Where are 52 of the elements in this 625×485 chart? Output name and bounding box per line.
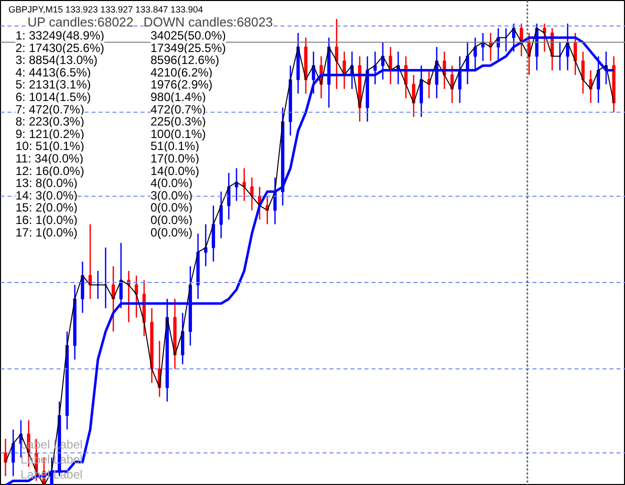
annotation: 8596(12.6%) (150, 53, 220, 68)
annotation: 472(0.7%) (150, 102, 206, 116)
annotation: 15: 2(0.0%) (16, 200, 78, 215)
candlestick (458, 56, 462, 104)
candlestick (227, 172, 230, 220)
annotation: 7: 472(0.7%) (16, 102, 84, 116)
candlestick (373, 50, 377, 85)
annotation: 51(0.1%) (150, 139, 200, 154)
candlestick (574, 32, 577, 76)
candlestick (112, 266, 115, 332)
annotation: UP candles:68022 (28, 14, 134, 30)
annotation: 10: 51(0.1%) (16, 139, 84, 154)
candlestick (204, 224, 208, 267)
annotation: 16: 1(0.0%) (16, 213, 78, 227)
annotation: 4210(6.2%) (150, 65, 213, 80)
candlestick (450, 64, 454, 104)
annotation: 3(0.0%) (150, 188, 193, 202)
annotation: 34025(50.0%) (150, 28, 226, 42)
candlestick (242, 168, 246, 202)
candlestick (12, 428, 15, 477)
annotation: 17: 1(0.0%) (16, 225, 78, 240)
annotation: 8: 223(0.3%) (16, 114, 84, 129)
annotation: 0(0.0%) (150, 225, 193, 240)
candlestick (412, 74, 416, 118)
annotation: 5: 2131(3.1%) (16, 78, 91, 92)
annotation: 12: 16(0.0%) (16, 164, 84, 178)
candlestick (180, 312, 184, 365)
annotation: 0(0.0%) (150, 213, 193, 227)
candlestick (420, 64, 423, 118)
candlestick (334, 18, 338, 90)
annotation: 1976(2.9%) (150, 78, 213, 92)
annotation: 17(0.0%) (150, 152, 200, 166)
annotation: 980(1.4%) (150, 90, 206, 104)
annotation: DOWN candles:68023 (144, 14, 273, 30)
annotation: 4: 4413(6.5%) (16, 65, 91, 80)
annotation: 4(0.0%) (150, 176, 193, 190)
annotation: 14: 3(0.0%) (16, 188, 78, 202)
annotation: 13: 8(0.0%) (16, 176, 78, 190)
annotation: 17349(25.5%) (150, 40, 226, 55)
annotation: 225(0.3%) (150, 114, 206, 129)
annotation: 3: 8854(13.0%) (16, 53, 98, 68)
candlestick (219, 190, 223, 239)
annotation: 9: 121(0.2%) (16, 126, 84, 141)
annotation: 1: 33249(48.9%) (16, 28, 104, 42)
annotation: 14(0.0%) (150, 164, 200, 178)
annotation: 0(0.0%) (150, 200, 193, 215)
candlestick (88, 224, 92, 300)
annotation: 11: 34(0.0%) (16, 152, 84, 166)
chart-title: GBPJPY,M15 133.923 133.927 133.847 133.904 (8, 4, 203, 14)
annotation: 2: 17430(25.6%) (16, 40, 104, 55)
annotation: 100(0.1%) (150, 126, 206, 141)
annotation: 6: 1014(1.5%) (16, 90, 91, 104)
